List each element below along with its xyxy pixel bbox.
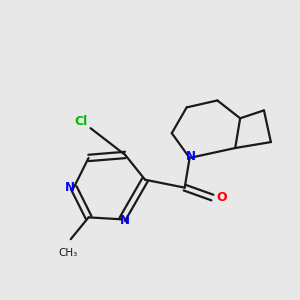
Text: N: N xyxy=(120,214,130,227)
Text: CH₃: CH₃ xyxy=(58,248,77,258)
Text: Cl: Cl xyxy=(74,115,87,128)
Text: N: N xyxy=(65,181,75,194)
Text: N: N xyxy=(186,150,196,164)
Text: O: O xyxy=(216,191,226,204)
